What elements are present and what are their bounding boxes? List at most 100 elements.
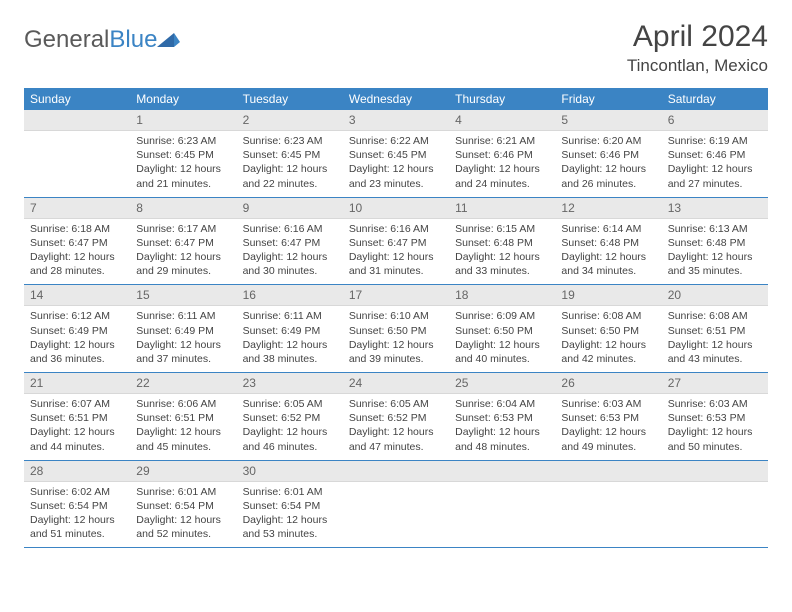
sunrise-line: Sunrise: 6:11 AM [243,309,337,323]
day-number: 13 [662,198,768,219]
day-content: Sunrise: 6:11 AMSunset: 6:49 PMDaylight:… [237,306,343,372]
calendar-cell [662,460,768,548]
sunrise-line: Sunrise: 6:14 AM [561,222,655,236]
logo-part2: Blue [109,26,157,53]
daylight-line: Daylight: 12 hours and 53 minutes. [243,513,337,541]
calendar-cell: 20Sunrise: 6:08 AMSunset: 6:51 PMDayligh… [662,285,768,373]
day-content: Sunrise: 6:11 AMSunset: 6:49 PMDaylight:… [130,306,236,372]
day-number: 4 [449,110,555,131]
daylight-line: Daylight: 12 hours and 36 minutes. [30,338,124,366]
day-content [343,482,449,538]
sunrise-line: Sunrise: 6:23 AM [136,134,230,148]
sunset-line: Sunset: 6:54 PM [30,499,124,513]
daylight-line: Daylight: 12 hours and 44 minutes. [30,425,124,453]
daylight-line: Daylight: 12 hours and 26 minutes. [561,162,655,190]
day-number: 22 [130,373,236,394]
sunset-line: Sunset: 6:47 PM [30,236,124,250]
calendar-cell: 13Sunrise: 6:13 AMSunset: 6:48 PMDayligh… [662,197,768,285]
sunrise-line: Sunrise: 6:01 AM [136,485,230,499]
sunrise-line: Sunrise: 6:03 AM [668,397,762,411]
day-number: 26 [555,373,661,394]
calendar-cell: 9Sunrise: 6:16 AMSunset: 6:47 PMDaylight… [237,197,343,285]
day-content [662,482,768,538]
daylight-line: Daylight: 12 hours and 46 minutes. [243,425,337,453]
day-content: Sunrise: 6:03 AMSunset: 6:53 PMDaylight:… [555,394,661,460]
day-content: Sunrise: 6:03 AMSunset: 6:53 PMDaylight:… [662,394,768,460]
day-number: 19 [555,285,661,306]
daylight-line: Daylight: 12 hours and 52 minutes. [136,513,230,541]
day-content: Sunrise: 6:10 AMSunset: 6:50 PMDaylight:… [343,306,449,372]
day-number: 5 [555,110,661,131]
calendar-week-row: 1 Sunrise: 6:23 AM Sunset: 6:45 PM Daylight… [24,110,768,197]
daylight-line: Daylight: 12 hours and 50 minutes. [668,425,762,453]
day-number: 12 [555,198,661,219]
sunset-line: Sunset: 6:46 PM [455,148,549,162]
logo: GeneralBlue [24,26,181,54]
sunrise-line: Sunrise: 6:08 AM [561,309,655,323]
sunrise-line: Sunrise: 6:06 AM [136,397,230,411]
calendar-cell: 12Sunrise: 6:14 AMSunset: 6:48 PMDayligh… [555,197,661,285]
day-content: Sunrise: 6:13 AMSunset: 6:48 PMDaylight:… [662,219,768,285]
calendar-cell: 24Sunrise: 6:05 AMSunset: 6:52 PMDayligh… [343,373,449,461]
day-content [449,482,555,538]
calendar-week-row: 14Sunrise: 6:12 AMSunset: 6:49 PMDayligh… [24,285,768,373]
day-header: Thursday [449,88,555,110]
day-number: 1 [130,110,236,131]
calendar-cell: 19Sunrise: 6:08 AMSunset: 6:50 PMDayligh… [555,285,661,373]
day-number [343,461,449,482]
day-number: 15 [130,285,236,306]
day-number: 23 [237,373,343,394]
sunrise-line: Sunrise: 6:17 AM [136,222,230,236]
day-number: 21 [24,373,130,394]
day-header: Saturday [662,88,768,110]
daylight-line: Daylight: 12 hours and 27 minutes. [668,162,762,190]
logo-triangle-icon [157,30,181,53]
day-number: 17 [343,285,449,306]
day-number [24,110,130,131]
daylight-line: Daylight: 12 hours and 34 minutes. [561,250,655,278]
sunset-line: Sunset: 6:49 PM [136,324,230,338]
day-content: Sunrise: 6:20 AMSunset: 6:46 PMDaylight:… [555,131,661,197]
title-block: April 2024 Tincontlan, Mexico [627,20,768,76]
calendar-cell: 15Sunrise: 6:11 AMSunset: 6:49 PMDayligh… [130,285,236,373]
day-number: 14 [24,285,130,306]
daylight-line: Daylight: 12 hours and 38 minutes. [243,338,337,366]
header: GeneralBlue April 2024 Tincontlan, Mexic… [24,20,768,76]
calendar-cell [24,110,130,197]
calendar-cell: 5Sunrise: 6:20 AMSunset: 6:46 PMDaylight… [555,110,661,197]
sunset-line: Sunset: 6:53 PM [668,411,762,425]
sunrise-line: Sunrise: 6:11 AM [136,309,230,323]
calendar-cell: 23Sunrise: 6:05 AMSunset: 6:52 PMDayligh… [237,373,343,461]
daylight-line: Daylight: 12 hours and 21 minutes. [136,162,230,190]
calendar-cell: 16Sunrise: 6:11 AMSunset: 6:49 PMDayligh… [237,285,343,373]
daylight-line: Daylight: 12 hours and 47 minutes. [349,425,443,453]
logo-text: GeneralBlue [24,26,157,54]
sunset-line: Sunset: 6:50 PM [561,324,655,338]
sunset-line: Sunset: 6:45 PM [243,148,337,162]
sunset-line: Sunset: 6:46 PM [668,148,762,162]
daylight-line: Daylight: 12 hours and 23 minutes. [349,162,443,190]
sunset-line: Sunset: 6:52 PM [243,411,337,425]
day-number: 24 [343,373,449,394]
day-header-row: SundayMondayTuesdayWednesdayThursdayFrid… [24,88,768,110]
day-content: Sunrise: 6:01 AMSunset: 6:54 PMDaylight:… [237,482,343,548]
sunset-line: Sunset: 6:54 PM [136,499,230,513]
calendar-cell: 30Sunrise: 6:01 AMSunset: 6:54 PMDayligh… [237,460,343,548]
daylight-line: Daylight: 12 hours and 42 minutes. [561,338,655,366]
day-number: 27 [662,373,768,394]
day-header: Friday [555,88,661,110]
day-content: Sunrise: 6:08 AMSunset: 6:50 PMDaylight:… [555,306,661,372]
day-number: 28 [24,461,130,482]
calendar-cell: 4Sunrise: 6:21 AMSunset: 6:46 PMDaylight… [449,110,555,197]
day-content: Sunrise: 6:12 AMSunset: 6:49 PMDaylight:… [24,306,130,372]
sunrise-line: Sunrise: 6:19 AM [668,134,762,148]
sunrise-line: Sunrise: 6:18 AM [30,222,124,236]
day-content: Sunrise: 6:21 AMSunset: 6:46 PMDaylight:… [449,131,555,197]
sunset-line: Sunset: 6:51 PM [30,411,124,425]
sunset-line: Sunset: 6:53 PM [455,411,549,425]
day-number: 29 [130,461,236,482]
month-year-title: April 2024 [627,20,768,54]
sunset-line: Sunset: 6:48 PM [668,236,762,250]
calendar-week-row: 28Sunrise: 6:02 AMSunset: 6:54 PMDayligh… [24,460,768,548]
day-content: Sunrise: 6:04 AMSunset: 6:53 PMDaylight:… [449,394,555,460]
